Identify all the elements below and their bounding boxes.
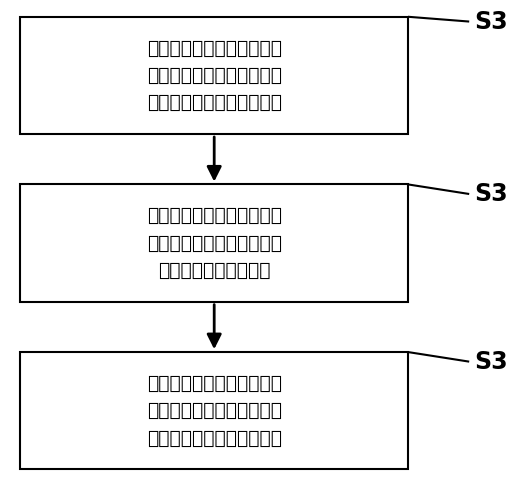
Text: S310: S310 xyxy=(473,10,509,34)
Text: 获取可变增益放大器的理论
系数和实际系数，及扩展位
数和模数转换编码位数之和: 获取可变增益放大器的理论 系数和实际系数，及扩展位 数和模数转换编码位数之和 xyxy=(147,39,281,112)
Bar xyxy=(20,352,407,469)
Text: 将各个补偿值分别乘以乘法
系数，通过数字增益补偿计
算各个补偿值对应的配置值: 将各个补偿值分别乘以乘法 系数，通过数字增益补偿计 算各个补偿值对应的配置值 xyxy=(147,374,281,447)
Bar xyxy=(20,184,407,302)
Text: S330: S330 xyxy=(473,350,509,374)
Bar xyxy=(20,17,407,134)
Text: S320: S320 xyxy=(473,182,509,206)
Text: 根据实际系数与理论系数比
较后的结果进行第二数值量
化处理，得到乘法系数: 根据实际系数与理论系数比 较后的结果进行第二数值量 化处理，得到乘法系数 xyxy=(147,206,281,280)
